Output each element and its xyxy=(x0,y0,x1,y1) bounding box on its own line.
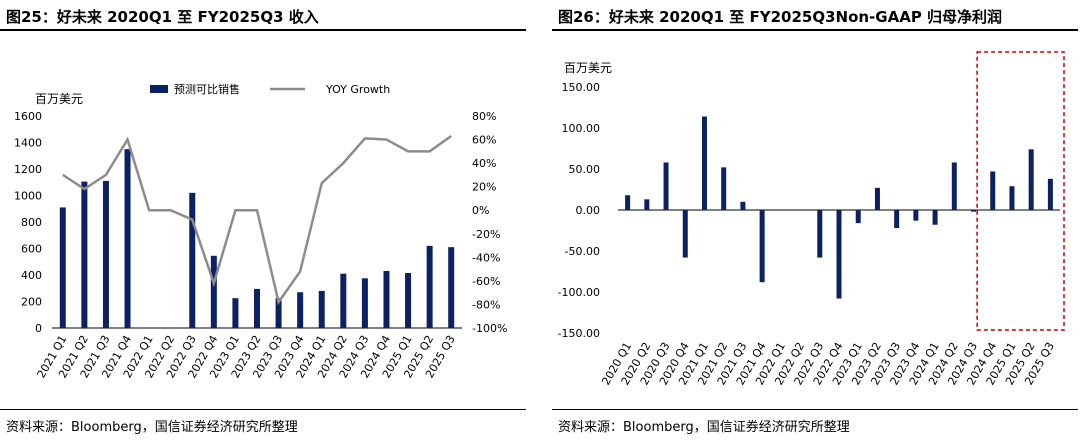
y-tick-label: 100.00 xyxy=(562,122,601,135)
source-note: 资料来源：Bloomberg，国信证券经济研究所整理 xyxy=(558,420,850,435)
legend-swatch-bar xyxy=(150,85,168,93)
bar xyxy=(254,288,260,328)
y2-tick-label: -40% xyxy=(472,251,500,264)
y2-tick-label: 20% xyxy=(472,181,496,194)
bar xyxy=(297,292,304,328)
bar xyxy=(625,195,631,210)
y-tick-label: 400 xyxy=(21,269,42,282)
y-tick-label: 0.00 xyxy=(576,204,601,217)
bar xyxy=(663,162,669,210)
bar xyxy=(836,210,842,299)
y-tick-label: 1600 xyxy=(14,110,42,123)
y2-tick-label: -80% xyxy=(472,298,500,311)
y-axis-label: 百万美元 xyxy=(35,92,83,106)
chart-title: 图26：好未来 2020Q1 至 FY2025Q3Non-GAAP 归母净利润 xyxy=(558,8,1003,26)
source-note: 资料来源：Bloomberg，国信证券经济研究所整理 xyxy=(6,420,298,435)
bar xyxy=(951,162,957,210)
bar xyxy=(448,247,455,328)
y-tick-label: 0 xyxy=(35,322,42,335)
y-tick-label: 1400 xyxy=(14,137,42,150)
y-tick-label: 600 xyxy=(21,243,42,256)
y-tick-label: -50.00 xyxy=(565,245,600,258)
y-tick-label: -150.00 xyxy=(558,327,600,340)
bar xyxy=(644,199,650,210)
revenue-chart: 百万美元 0 200 400 600 800 1000 1200 1400 1600 -100% -8… xyxy=(14,82,507,380)
bar xyxy=(971,210,977,212)
y2-tick-label: 80% xyxy=(472,110,496,123)
bar xyxy=(1009,186,1015,210)
y2-tick-label: 0% xyxy=(472,204,489,217)
y2-tick-label: 60% xyxy=(472,134,496,147)
bar xyxy=(81,181,88,328)
bar xyxy=(340,273,347,328)
y-tick-label: 150.00 xyxy=(562,81,601,94)
bar xyxy=(210,255,217,328)
bar xyxy=(913,210,919,221)
y-tick-label: -100.00 xyxy=(558,286,600,299)
y-axis-label: 百万美元 xyxy=(564,61,612,75)
y-tick-label: 800 xyxy=(21,216,42,229)
y-tick-label: 1000 xyxy=(14,190,42,203)
bar xyxy=(405,273,412,328)
bar xyxy=(189,192,196,328)
y2-tick-label: -60% xyxy=(472,275,500,288)
legend-label: YOY Growth xyxy=(325,83,390,96)
bar xyxy=(874,187,880,210)
source-rule xyxy=(552,409,1078,410)
y2-tick-label: -100% xyxy=(472,322,507,335)
legend-label: 预测可比销售 xyxy=(174,82,240,96)
bar xyxy=(932,210,938,225)
bar xyxy=(124,149,131,328)
chart-panel-revenue: 图25：好未来 2020Q1 至 FY2025Q3 收入 百万美元 0 200 400… xyxy=(0,0,526,441)
bar xyxy=(817,210,823,258)
y2-tick-label: -20% xyxy=(472,228,500,241)
bar xyxy=(361,278,368,328)
y-tick-label: 50.00 xyxy=(569,163,601,176)
title-rule xyxy=(0,29,526,31)
net-profit-chart: 百万美元 -150.00 -100.00 -50.00 0.00 50.00 100.00 1… xyxy=(558,51,1065,387)
yoy-growth-line xyxy=(62,135,452,306)
highlight-box xyxy=(976,51,1065,331)
bar xyxy=(275,298,282,328)
source-rule xyxy=(0,409,526,410)
chart-title: 图25：好未来 2020Q1 至 FY2025Q3 收入 xyxy=(6,8,319,26)
bar xyxy=(855,210,861,224)
bar xyxy=(318,290,325,328)
bar xyxy=(1028,149,1034,210)
bar xyxy=(232,298,239,328)
bar xyxy=(740,201,746,210)
bar xyxy=(426,245,433,328)
title-rule xyxy=(552,29,1078,31)
y-tick-label: 200 xyxy=(21,296,42,309)
bar xyxy=(383,271,390,328)
bar xyxy=(701,116,707,210)
bar xyxy=(1047,178,1053,210)
bar xyxy=(102,180,109,328)
bar xyxy=(894,210,900,229)
bar xyxy=(59,207,66,328)
bar xyxy=(759,210,765,283)
chart-panel-net-profit: 图26：好未来 2020Q1 至 FY2025Q3Non-GAAP 归母净利润 … xyxy=(552,0,1078,441)
bar xyxy=(682,210,688,258)
y-tick-label: 1200 xyxy=(14,163,42,176)
bar xyxy=(990,171,996,210)
y2-tick-label: 40% xyxy=(472,157,496,170)
bar xyxy=(721,167,727,210)
